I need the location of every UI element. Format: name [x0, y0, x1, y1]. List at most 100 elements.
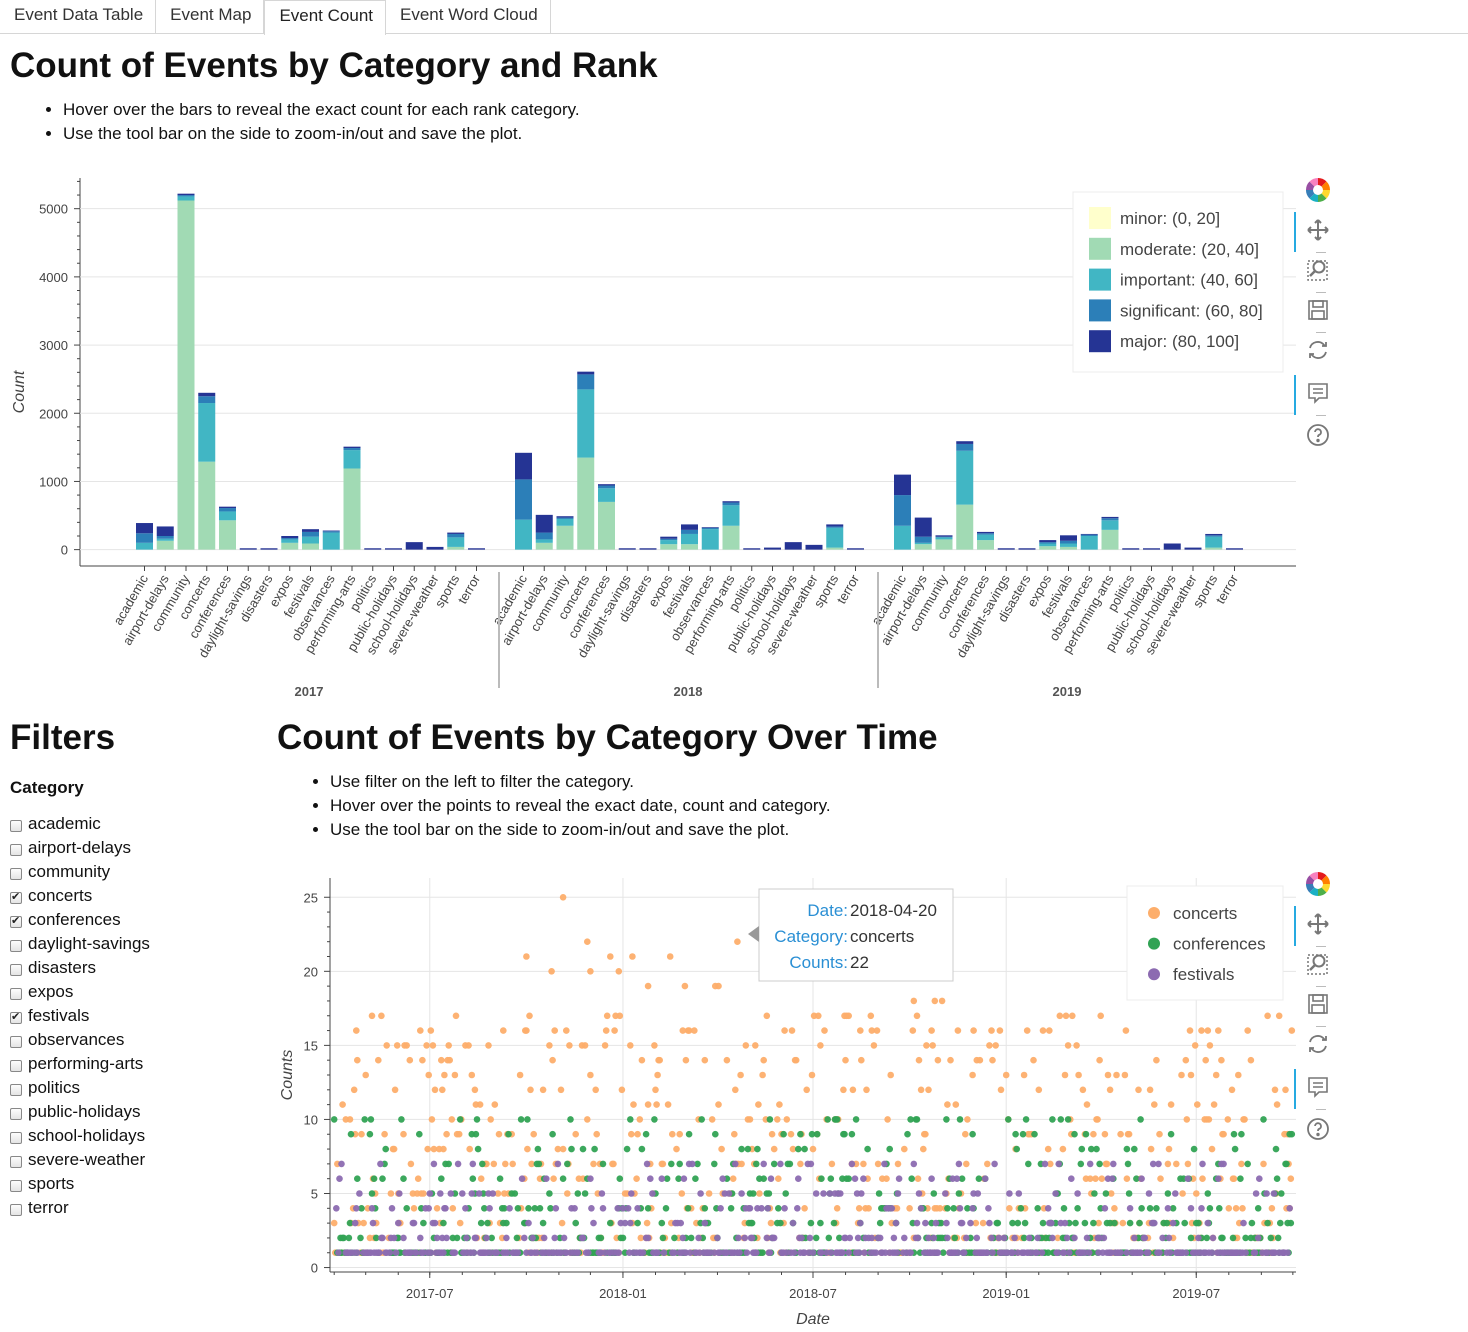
data-point [663, 1175, 671, 1182]
data-point [1090, 1219, 1097, 1227]
box-zoom-icon[interactable] [1300, 948, 1336, 980]
data-point [787, 1130, 795, 1138]
data-point [521, 1234, 528, 1242]
bar-chart[interactable]: 010002000300040005000Countacademicairpor… [0, 170, 1300, 710]
category-checkbox-airport-delays[interactable]: airport-delays [10, 836, 150, 860]
tab-event-map[interactable]: Event Map [156, 0, 265, 33]
data-point [1287, 1175, 1295, 1182]
data-point [491, 1101, 499, 1108]
checkbox[interactable] [10, 1180, 22, 1192]
checkbox[interactable] [10, 1132, 22, 1144]
data-point [1020, 1234, 1028, 1242]
bullet: Use filter on the left to filter the cat… [330, 770, 831, 794]
data-point [934, 1249, 942, 1256]
checkbox[interactable] [10, 1108, 22, 1120]
save-icon[interactable] [1300, 988, 1336, 1020]
toolbar-separator [1316, 1026, 1326, 1027]
category-checkbox-politics[interactable]: politics [10, 1076, 150, 1100]
save-icon[interactable] [1300, 294, 1336, 326]
data-point [717, 1205, 724, 1212]
tab-event-count[interactable]: Event Count [264, 0, 386, 35]
data-point [746, 1205, 754, 1212]
hover-icon[interactable] [1300, 377, 1336, 409]
data-point [1049, 1234, 1056, 1242]
category-checkbox-academic[interactable]: academic [10, 812, 150, 836]
checkbox[interactable] [10, 890, 22, 904]
data-point [400, 1175, 407, 1182]
data-point [806, 1234, 814, 1242]
checkbox[interactable] [10, 964, 22, 976]
checkbox[interactable] [10, 940, 22, 952]
checkbox-label: daylight-savings [28, 934, 150, 953]
data-point [619, 1234, 627, 1242]
checkbox-label: performing-arts [28, 1054, 144, 1073]
pan-icon[interactable] [1300, 908, 1336, 940]
data-point [601, 1042, 609, 1049]
tab-event-data-table[interactable]: Event Data Table [0, 0, 157, 33]
data-point [548, 968, 555, 975]
category-checkbox-severe-weather[interactable]: severe-weather [10, 1148, 150, 1172]
checkbox[interactable] [10, 988, 22, 1000]
data-point [1065, 1249, 1073, 1256]
data-point [953, 1175, 961, 1182]
data-point [382, 1145, 389, 1153]
category-checkbox-concerts[interactable]: concerts [10, 884, 150, 908]
data-point [914, 1234, 922, 1242]
reset-icon[interactable] [1300, 334, 1336, 366]
data-point [539, 1086, 547, 1094]
y-tick-label: 25 [304, 890, 318, 905]
checkbox[interactable] [10, 914, 22, 928]
category-checkbox-performing-arts[interactable]: performing-arts [10, 1052, 150, 1076]
data-point [354, 1249, 361, 1256]
data-point [346, 1116, 354, 1123]
data-point [439, 1086, 446, 1094]
data-point [960, 1249, 968, 1256]
data-point [644, 982, 652, 990]
category-checkbox-public-holidays[interactable]: public-holidays [10, 1100, 150, 1124]
category-checkbox-conferences[interactable]: conferences [10, 908, 150, 932]
box-zoom-icon[interactable] [1300, 254, 1336, 286]
category-checkbox-community[interactable]: community [10, 860, 150, 884]
pan-icon[interactable] [1300, 214, 1336, 246]
data-point [1025, 1160, 1032, 1168]
category-checkbox-festivals[interactable]: festivals [10, 1004, 150, 1028]
category-checkbox-observances[interactable]: observances [10, 1028, 150, 1052]
checkbox[interactable] [10, 1204, 22, 1216]
data-point [610, 1160, 617, 1168]
data-point [1111, 1205, 1118, 1212]
data-point [969, 1071, 976, 1079]
data-point [780, 1130, 787, 1138]
category-checkbox-terror[interactable]: terror [10, 1196, 150, 1220]
data-point [1110, 1160, 1117, 1168]
bar-segment [826, 527, 844, 548]
data-point [377, 1160, 384, 1168]
data-point [975, 1175, 983, 1182]
category-checkbox-sports[interactable]: sports [10, 1172, 150, 1196]
data-point [563, 1027, 570, 1034]
bar-segment [468, 548, 485, 550]
hover-icon[interactable] [1300, 1071, 1336, 1103]
help-icon[interactable] [1300, 1113, 1336, 1145]
category-checkbox-school-holidays[interactable]: school-holidays [10, 1124, 150, 1148]
checkbox[interactable] [10, 1084, 22, 1096]
checkbox[interactable] [10, 1060, 22, 1072]
checkbox[interactable] [10, 844, 22, 856]
checkbox[interactable] [10, 1036, 22, 1048]
data-point [571, 1205, 578, 1212]
reset-icon[interactable] [1300, 1028, 1336, 1060]
category-checkbox-disasters[interactable]: disasters [10, 956, 150, 980]
checkbox[interactable] [10, 1010, 22, 1024]
category-checkbox-expos[interactable]: expos [10, 980, 150, 1004]
checkbox[interactable] [10, 868, 22, 880]
category-checkbox-daylight-savings[interactable]: daylight-savings [10, 932, 150, 956]
tab-event-word-cloud[interactable]: Event Word Cloud [386, 0, 551, 33]
checkbox[interactable] [10, 1156, 22, 1168]
bar-segment [1080, 534, 1098, 536]
data-point [330, 1219, 338, 1227]
data-point [685, 1130, 693, 1138]
bar-segment [1060, 535, 1077, 541]
scatter-chart[interactable]: 0 5 10 15 20 25 2017-07 2018-01 2018-07 2019-01 20… [270, 852, 1300, 1332]
checkbox[interactable] [10, 820, 22, 832]
help-icon[interactable] [1300, 419, 1336, 451]
data-point [845, 1249, 852, 1256]
